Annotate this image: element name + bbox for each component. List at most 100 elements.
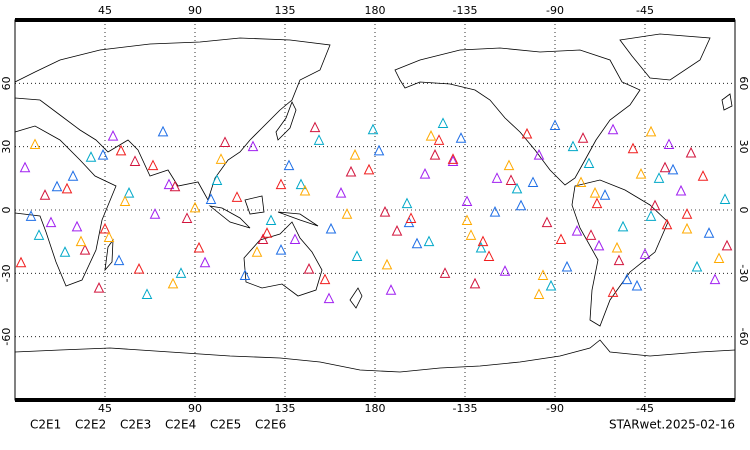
triangle-marker xyxy=(239,269,251,280)
triangle-marker xyxy=(295,178,307,190)
x-tick-label-bottom: 45 xyxy=(98,402,112,415)
triangle-marker xyxy=(115,144,127,156)
triangle-marker xyxy=(401,197,413,209)
legend-entry: C2E6 xyxy=(255,418,286,432)
triangle-marker xyxy=(61,182,73,194)
triangle-marker xyxy=(621,273,633,285)
triangle-marker xyxy=(345,165,357,177)
triangle-marker xyxy=(215,153,227,164)
triangle-marker xyxy=(661,218,673,230)
triangle-marker xyxy=(323,292,335,304)
y-tick-label-left: 30 xyxy=(0,140,13,154)
eurasia xyxy=(14,37,331,202)
triangle-marker xyxy=(461,195,473,207)
legend-entry: C2E3 xyxy=(120,418,151,432)
y-tick-label-left: -60 xyxy=(0,328,13,346)
triangle-marker xyxy=(19,161,31,173)
triangle-marker xyxy=(45,216,57,228)
new-zealand xyxy=(349,287,363,309)
triangle-marker xyxy=(71,220,83,232)
y-tick-label-left: 60 xyxy=(0,76,13,90)
africa xyxy=(14,125,117,287)
triangle-marker xyxy=(505,174,517,185)
triangle-marker xyxy=(119,195,131,207)
x-tick-label-top: 180 xyxy=(365,4,386,17)
triangle-marker xyxy=(577,132,589,143)
triangle-marker xyxy=(455,132,467,143)
triangle-marker xyxy=(437,117,449,128)
triangle-marker xyxy=(381,258,393,270)
triangle-marker xyxy=(103,231,115,242)
triangle-marker xyxy=(163,178,175,190)
greenland xyxy=(619,33,711,81)
x-tick-label-bottom: -90 xyxy=(546,402,564,415)
triangle-marker xyxy=(545,279,557,291)
x-tick-label-bottom: 180 xyxy=(365,402,386,415)
triangle-marker xyxy=(303,262,315,274)
legend-entry: C2E4 xyxy=(165,418,196,432)
triangle-marker xyxy=(425,129,437,141)
triangle-marker xyxy=(231,191,243,202)
triangle-marker xyxy=(461,214,473,226)
x-tick-label-top: -135 xyxy=(453,4,478,17)
triangle-marker xyxy=(275,178,287,190)
x-tick-label-top: 45 xyxy=(98,4,112,17)
antarctica xyxy=(14,339,736,373)
triangle-marker xyxy=(475,241,487,253)
triangle-marker xyxy=(59,246,71,257)
legend-entry: C2E2 xyxy=(75,418,106,432)
triangle-marker xyxy=(405,212,417,223)
triangle-marker xyxy=(447,153,459,164)
triangle-marker xyxy=(309,121,321,133)
triangle-marker xyxy=(93,281,105,293)
triangle-marker xyxy=(265,214,277,226)
japan xyxy=(275,101,297,141)
triangle-marker xyxy=(251,246,263,257)
triangle-marker xyxy=(167,277,179,289)
triangle-marker xyxy=(189,201,201,213)
triangle-marker xyxy=(649,199,661,211)
triangle-marker xyxy=(675,184,687,196)
triangle-marker xyxy=(685,146,697,158)
triangle-marker xyxy=(283,159,295,171)
x-tick-label-bottom: -45 xyxy=(636,402,654,415)
triangle-marker xyxy=(599,189,611,200)
triangle-marker xyxy=(613,254,625,266)
triangle-marker xyxy=(691,260,703,272)
triangle-marker xyxy=(567,140,579,152)
triangle-marker xyxy=(721,239,733,251)
triangle-marker xyxy=(75,235,87,247)
y-tick-label-right: 30 xyxy=(737,140,750,154)
triangle-marker xyxy=(79,243,91,255)
triangle-marker xyxy=(367,123,379,135)
triangle-marker xyxy=(617,220,629,232)
triangle-marker xyxy=(351,250,363,261)
triangle-marker xyxy=(313,134,325,145)
triangle-marker xyxy=(175,267,187,278)
triangle-marker xyxy=(607,123,619,135)
footer-label: STARwet.2025-02-16 xyxy=(609,418,735,432)
triangle-marker xyxy=(107,129,119,141)
triangle-marker xyxy=(631,279,643,291)
triangle-marker xyxy=(349,148,361,160)
triangle-marker xyxy=(51,180,63,192)
x-tick-label-bottom: -135 xyxy=(453,402,478,415)
triangle-marker xyxy=(141,288,153,299)
triangle-marker xyxy=(645,125,657,137)
triangle-marker xyxy=(571,224,583,236)
triangle-marker xyxy=(491,172,503,183)
triangle-marker xyxy=(15,256,27,268)
triangle-marker xyxy=(659,161,671,173)
triangle-marker xyxy=(533,288,545,299)
triangle-marker xyxy=(667,163,679,175)
coastlines xyxy=(14,33,736,373)
triangle-marker xyxy=(219,136,231,147)
triangle-marker xyxy=(489,205,501,217)
bottom-bar xyxy=(15,398,735,402)
triangle-marker xyxy=(653,172,665,183)
legend-entry: C2E5 xyxy=(210,418,241,432)
triangle-marker xyxy=(469,277,481,289)
triangle-marker xyxy=(607,286,619,297)
triangle-marker xyxy=(447,155,459,166)
